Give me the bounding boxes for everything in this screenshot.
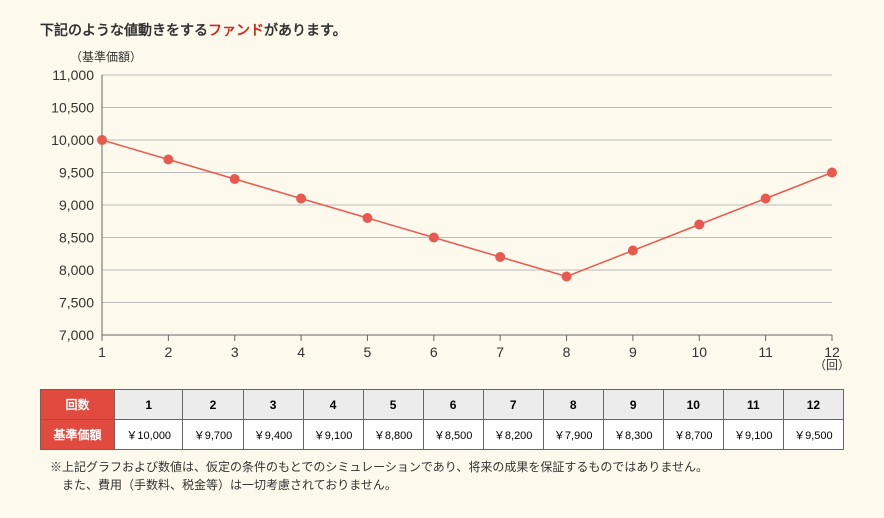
table-cell: ￥9,500	[783, 420, 843, 450]
svg-text:8,000: 8,000	[59, 262, 94, 278]
svg-text:9,000: 9,000	[59, 197, 94, 213]
intro-prefix: 下記のような値動きをする	[40, 22, 208, 38]
svg-text:2: 2	[164, 344, 172, 360]
svg-text:11,000: 11,000	[52, 69, 94, 83]
svg-text:7: 7	[496, 344, 504, 360]
table-col-header: 8	[543, 390, 603, 420]
row1-header: 回数	[41, 390, 115, 420]
table-cell: ￥8,700	[663, 420, 723, 450]
intro-highlight: ファンド	[208, 22, 264, 38]
table-col-header: 9	[603, 390, 663, 420]
table-cell: ￥10,000	[115, 420, 183, 450]
svg-text:8: 8	[563, 344, 571, 360]
svg-text:9,500: 9,500	[59, 165, 94, 181]
svg-text:3: 3	[231, 344, 239, 360]
svg-text:4: 4	[297, 344, 305, 360]
table-col-header: 10	[663, 390, 723, 420]
svg-text:6: 6	[430, 344, 438, 360]
x-axis-title: （回）	[814, 356, 850, 373]
table-data-row: 基準価額 ￥10,000￥9,700￥9,400￥9,100￥8,800￥8,5…	[41, 420, 844, 450]
svg-text:5: 5	[364, 344, 372, 360]
disclaimer-line1: ※上記グラフおよび数値は、仮定の条件のもとでのシミュレーションであり、将来の成果…	[50, 458, 844, 476]
row2-header: 基準価額	[41, 420, 115, 450]
svg-text:8,500: 8,500	[59, 230, 94, 246]
table-cell: ￥8,500	[423, 420, 483, 450]
table-cell: ￥9,100	[303, 420, 363, 450]
chart-svg: 7,000 7,500 8,000 8,500 9,000 9,500 10,000 10,5…	[40, 69, 844, 375]
table-col-header: 3	[243, 390, 303, 420]
table-cell: ￥9,400	[243, 420, 303, 450]
y-axis-title: （基準価額）	[70, 48, 844, 65]
table-col-header: 7	[483, 390, 543, 420]
price-table: 回数 123456789101112 基準価額 ￥10,000￥9,700￥9,…	[40, 389, 844, 450]
svg-text:1: 1	[98, 344, 106, 360]
table-col-header: 5	[363, 390, 423, 420]
table-cell: ￥9,100	[723, 420, 783, 450]
table-col-header: 1	[115, 390, 183, 420]
table-col-header: 4	[303, 390, 363, 420]
table-cell: ￥8,800	[363, 420, 423, 450]
svg-text:10,000: 10,000	[51, 132, 94, 148]
table-cell: ￥9,700	[183, 420, 243, 450]
table-header-row: 回数 123456789101112	[41, 390, 844, 420]
table-cell: ￥7,900	[543, 420, 603, 450]
table-col-header: 2	[183, 390, 243, 420]
table-col-header: 11	[723, 390, 783, 420]
svg-text:11: 11	[758, 344, 773, 360]
disclaimer: ※上記グラフおよび数値は、仮定の条件のもとでのシミュレーションであり、将来の成果…	[50, 458, 844, 494]
svg-text:10: 10	[691, 344, 707, 360]
fund-chart: 7,000 7,500 8,000 8,500 9,000 9,500 10,000 10,5…	[40, 69, 844, 379]
table-cell: ￥8,200	[483, 420, 543, 450]
table-col-header: 6	[423, 390, 483, 420]
table-col-header: 12	[783, 390, 843, 420]
table-cell: ￥8,300	[603, 420, 663, 450]
intro-suffix: があります。	[264, 22, 347, 38]
disclaimer-line2: また、費用（手数料、税金等）は一切考慮されておりません。	[50, 476, 844, 494]
intro-text: 下記のような値動きをするファンドがあります。	[40, 20, 844, 40]
svg-text:9: 9	[629, 344, 637, 360]
svg-text:7,000: 7,000	[59, 327, 94, 343]
svg-text:7,500: 7,500	[59, 295, 94, 311]
svg-text:10,500: 10,500	[51, 100, 94, 116]
